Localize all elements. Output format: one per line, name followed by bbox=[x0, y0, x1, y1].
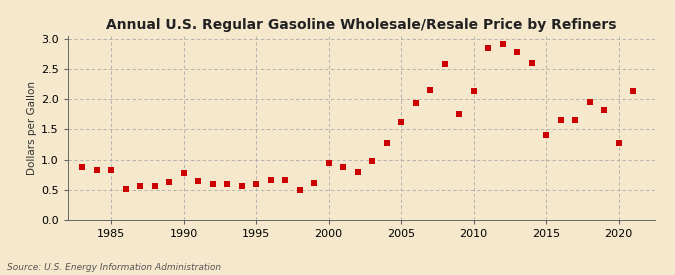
Point bbox=[76, 165, 87, 169]
Title: Annual U.S. Regular Gasoline Wholesale/Resale Price by Refiners: Annual U.S. Regular Gasoline Wholesale/R… bbox=[106, 18, 616, 32]
Point bbox=[91, 168, 102, 172]
Point bbox=[192, 178, 203, 183]
Point bbox=[613, 141, 624, 145]
Point bbox=[599, 108, 610, 112]
Point bbox=[541, 133, 551, 138]
Point bbox=[381, 141, 392, 145]
Point bbox=[236, 183, 247, 188]
Point bbox=[628, 89, 639, 93]
Point bbox=[279, 178, 290, 182]
Point bbox=[294, 188, 305, 192]
Point bbox=[338, 165, 348, 169]
Point bbox=[570, 118, 580, 123]
Point bbox=[367, 159, 377, 163]
Point bbox=[163, 180, 174, 184]
Point bbox=[483, 46, 493, 50]
Point bbox=[265, 177, 276, 182]
Point bbox=[134, 183, 145, 188]
Point bbox=[512, 50, 522, 54]
Point bbox=[439, 62, 450, 66]
Point bbox=[497, 42, 508, 46]
Y-axis label: Dollars per Gallon: Dollars per Gallon bbox=[26, 81, 36, 175]
Point bbox=[308, 180, 319, 185]
Point bbox=[105, 168, 116, 172]
Point bbox=[149, 183, 160, 188]
Point bbox=[178, 171, 189, 176]
Point bbox=[396, 119, 406, 124]
Point bbox=[221, 182, 232, 186]
Point bbox=[352, 169, 363, 174]
Point bbox=[425, 88, 435, 92]
Text: Source: U.S. Energy Information Administration: Source: U.S. Energy Information Administ… bbox=[7, 263, 221, 272]
Point bbox=[584, 100, 595, 104]
Point bbox=[323, 160, 334, 165]
Point bbox=[555, 118, 566, 123]
Point bbox=[468, 89, 479, 93]
Point bbox=[250, 182, 261, 186]
Point bbox=[410, 101, 421, 105]
Point bbox=[526, 61, 537, 65]
Point bbox=[120, 186, 131, 191]
Point bbox=[454, 112, 464, 117]
Point bbox=[207, 182, 218, 186]
